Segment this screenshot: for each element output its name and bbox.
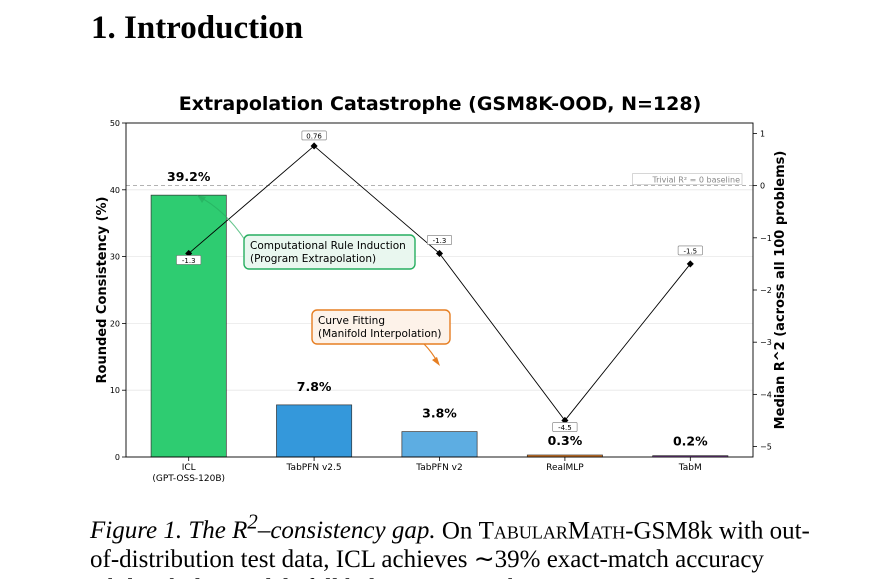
r2-point xyxy=(435,249,444,258)
section-number: 1. xyxy=(91,10,116,46)
r2-point-label-box xyxy=(301,130,327,141)
annotation-text: Curve Fitting xyxy=(318,315,385,327)
bar xyxy=(150,194,227,458)
y2-tick-label: −4 xyxy=(760,390,772,399)
bar-value-label: 39.2% xyxy=(167,169,211,184)
y2-tick-label: 0 xyxy=(760,182,765,191)
x-tick-label: TabM xyxy=(678,463,702,473)
y-tick-label: 10 xyxy=(110,386,120,395)
x-tick-label: RealMLP xyxy=(546,463,584,473)
figure-caption: Figure 1. The R2–consistency gap. On Tab… xyxy=(90,508,810,579)
annotation-text: (Manifold Interpolation) xyxy=(318,328,442,340)
caption-label: Figure 1. The R2–consistency gap. xyxy=(90,510,436,545)
y-tick-label: 40 xyxy=(110,186,120,195)
y-tick-label: 20 xyxy=(110,319,120,328)
bar xyxy=(276,404,353,458)
y2-tick-label: −5 xyxy=(760,443,772,452)
y-tick-label: 50 xyxy=(110,119,120,128)
y-tick-label: 0 xyxy=(115,453,120,462)
bar xyxy=(401,431,478,458)
r2-point xyxy=(310,142,318,150)
y-tick-label: 30 xyxy=(110,253,120,262)
section-heading: 1. Introduction xyxy=(91,10,303,47)
annotation-arrow-head xyxy=(432,357,440,366)
bar-value-label: 0.3% xyxy=(548,433,583,448)
caption-text-on: On xyxy=(435,517,479,545)
r2-point-label: 0.76 xyxy=(306,132,322,140)
r2-point xyxy=(686,260,694,268)
y2-axis-label: Median R^2 (across all 100 problems) xyxy=(773,151,788,430)
chart-title: Extrapolation Catastrophe (GSM8K-OOD, N=… xyxy=(179,93,702,115)
r2-point-label-box xyxy=(426,235,452,245)
x-tick-label: ICL xyxy=(182,463,196,473)
r2-point-label-box xyxy=(552,422,578,432)
bar-value-label: 3.8% xyxy=(422,406,457,421)
r2-point-label-box xyxy=(677,245,703,256)
x-tick-label: TabPFN v2.5 xyxy=(286,463,342,473)
baseline-label: Trivial R² = 0 baseline xyxy=(651,176,740,185)
annotation-text: Computational Rule Induction xyxy=(250,240,406,252)
caption-benchmark: TabularMath xyxy=(478,517,626,545)
plot-area: Trivial R² = 0 baseline 39.2% 7.8% 3.8% 0.3%… xyxy=(110,119,772,484)
bar-value-label: 7.8% xyxy=(297,379,332,394)
y2-tick-label: −2 xyxy=(760,286,772,295)
annotation-arrow-head xyxy=(197,195,206,203)
bar-value-label: 0.2% xyxy=(673,434,708,449)
caption-text: -GSM8k with out-of-distribution test dat… xyxy=(90,517,810,574)
r2-point-label: -4.5 xyxy=(558,424,572,432)
y2-tick-label: −3 xyxy=(760,338,772,347)
r2-point-label: -1.3 xyxy=(182,257,196,265)
section-title: Introduction xyxy=(124,10,304,46)
x-tick-label: (GPT-OSS-120B) xyxy=(152,474,225,484)
baseline-label-box xyxy=(632,173,743,185)
r2-line xyxy=(188,145,691,422)
annotation-box xyxy=(243,234,416,270)
y2-tick-label: −1 xyxy=(760,234,772,243)
r2-point-label: -1.5 xyxy=(683,247,697,255)
chart: Extrapolation Catastrophe (GSM8K-OOD, N=… xyxy=(95,93,788,484)
r2-point-label: -1.3 xyxy=(433,237,447,245)
annotation-text: (Program Extrapolation) xyxy=(250,253,376,265)
x-tick-label: TabPFN v2 xyxy=(415,463,463,473)
r2-point-label-box xyxy=(176,255,202,265)
annotation-box xyxy=(311,309,451,345)
caption-text-cut: accuracy while tabular models fall below… xyxy=(90,546,764,579)
figure: Extrapolation Catastrophe (GSM8K-OOD, N=… xyxy=(95,93,788,484)
y2-tick-label: 1 xyxy=(760,129,765,138)
y-axis-label: Rounded Consistency (%) xyxy=(95,197,110,384)
